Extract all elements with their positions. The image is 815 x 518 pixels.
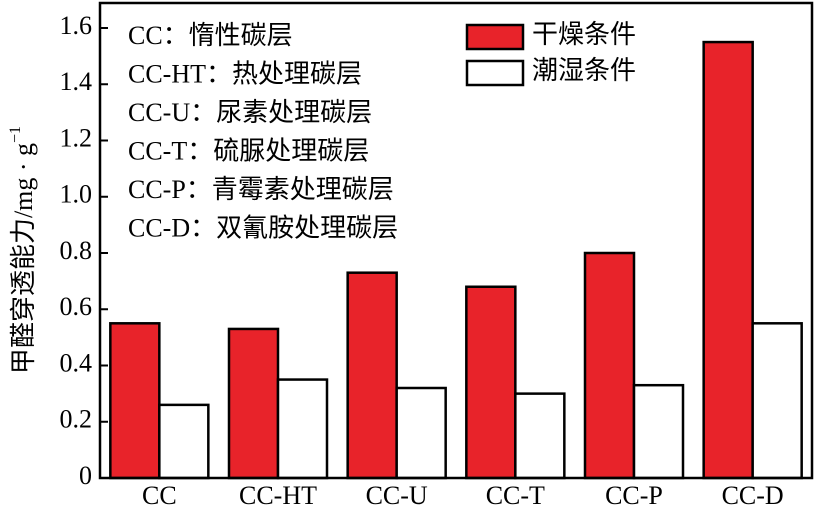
bar [632, 383, 685, 480]
y-tick-label: 0.2 [60, 405, 93, 434]
legend-swatch [465, 23, 525, 51]
legend-label: 干燥条件 [532, 20, 636, 49]
plot-frame [98, 1, 814, 480]
bar [702, 40, 754, 480]
x-tick-label: CC-U [366, 481, 428, 510]
bar [346, 271, 398, 480]
x-tick-label: CC [142, 481, 177, 510]
bar [276, 378, 329, 480]
x-tick-label: CC-HT [239, 481, 317, 510]
annotation: CC-P：青霉素处理碳层 [128, 175, 394, 204]
bar [583, 251, 636, 480]
x-tick-label: CC-T [486, 481, 545, 510]
x-tick-label: CC-D [722, 481, 784, 510]
y-tick-label: 0.4 [60, 348, 93, 377]
bar [227, 327, 280, 480]
y-tick-label: 0 [79, 461, 92, 490]
bar [395, 386, 447, 480]
y-tick-label: 0.8 [60, 236, 93, 265]
bar [751, 322, 803, 480]
bar [514, 392, 566, 480]
bar [109, 322, 161, 480]
legend-swatch [465, 59, 525, 87]
y-tick-label: 0.6 [60, 292, 93, 321]
y-axis-label: 甲醛穿透能力/mg · g−1 [7, 126, 38, 374]
annotation: CC-T：硫脲处理碳层 [128, 136, 369, 165]
annotation: CC-D：双氰胺处理碳层 [128, 213, 398, 242]
annotation: CC-U：尿素处理碳层 [128, 98, 372, 127]
y-axis-label-sup: −1 [7, 126, 24, 143]
y-tick-label: 1.2 [60, 123, 93, 152]
annotation: CC-HT：热处理碳层 [128, 59, 362, 88]
x-tick-label: CC-P [605, 481, 663, 510]
bar [465, 285, 517, 480]
y-axis-label-main: 甲醛穿透能力/mg · g [9, 143, 38, 374]
bar [158, 403, 210, 480]
legend-label: 潮湿条件 [532, 56, 636, 85]
y-tick-label: 1.4 [60, 67, 93, 96]
annotation: CC：惰性碳层 [128, 21, 293, 50]
y-tick-label: 1.0 [60, 180, 93, 209]
y-tick-label: 1.6 [60, 11, 93, 40]
